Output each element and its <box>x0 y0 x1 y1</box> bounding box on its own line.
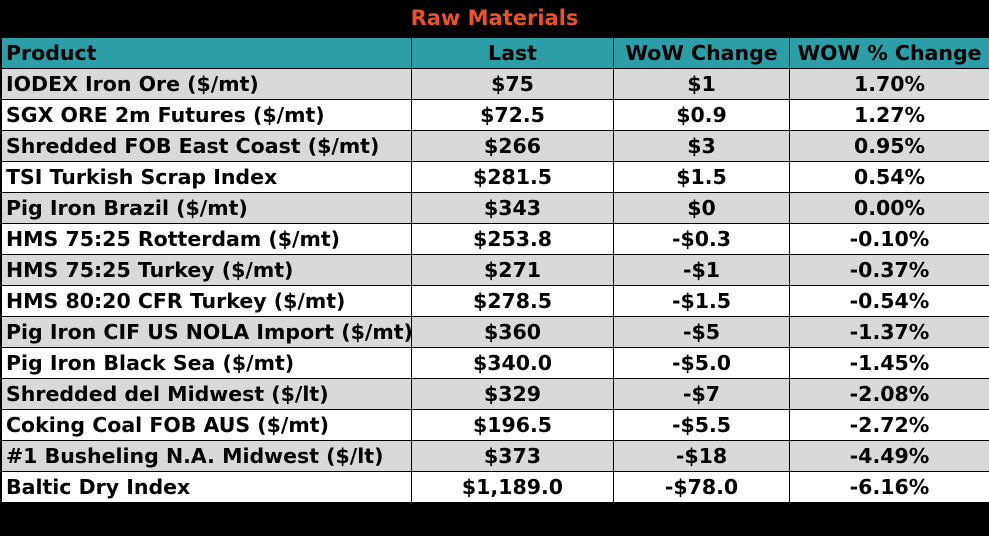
cell-product: Baltic Dry Index <box>1 471 412 503</box>
cell-wow-pct-change: 0.54% <box>789 161 989 193</box>
table-row: Pig Iron Black Sea ($/mt) $340.0 -$5.0 -1.4… <box>1 347 989 379</box>
table-row: TSI Turkish Scrap Index $281.5 $1.5 0.54% <box>1 161 989 193</box>
table-row: Coking Coal FOB AUS ($/mt) $196.5 -$5.5 -2.… <box>1 409 989 441</box>
cell-product: IODEX Iron Ore ($/mt) <box>1 68 412 100</box>
cell-wow-change: -$0.3 <box>613 223 790 255</box>
cell-product: Pig Iron Brazil ($/mt) <box>1 192 412 224</box>
table-row: HMS 75:25 Turkey ($/mt) $271 -$1 -0.37% <box>1 254 989 286</box>
cell-product: HMS 80:20 CFR Turkey ($/mt) <box>1 285 412 317</box>
cell-wow-pct-change: 1.27% <box>789 99 989 131</box>
cell-last: $360 <box>411 316 614 348</box>
table-row: #1 Busheling N.A. Midwest ($/lt) $373 -$18… <box>1 440 989 472</box>
table-row: Shredded del Midwest ($/lt) $329 -$7 -2.08% <box>1 378 989 410</box>
cell-wow-change: -$5 <box>613 316 790 348</box>
table-row: Pig Iron Brazil ($/mt) $343 $0 0.00% <box>1 192 989 224</box>
cell-wow-pct-change: -2.72% <box>789 409 989 441</box>
table-row: Pig Iron CIF US NOLA Import ($/mt) $360 -$… <box>1 316 989 348</box>
cell-wow-change: $1 <box>613 68 790 100</box>
cell-product: #1 Busheling N.A. Midwest ($/lt) <box>1 440 412 472</box>
cell-wow-pct-change: -0.37% <box>789 254 989 286</box>
cell-wow-change: -$18 <box>613 440 790 472</box>
header-row: Product Last WoW Change WOW % Change <box>1 37 989 69</box>
cell-wow-change: $3 <box>613 130 790 162</box>
cell-wow-pct-change: -2.08% <box>789 378 989 410</box>
cell-last: $340.0 <box>411 347 614 379</box>
cell-wow-change: -$5.5 <box>613 409 790 441</box>
table-row: Shredded FOB East Coast ($/mt) $266 $3 0.95… <box>1 130 989 162</box>
cell-wow-pct-change: -0.10% <box>789 223 989 255</box>
cell-product: Pig Iron CIF US NOLA Import ($/mt) <box>1 316 412 348</box>
cell-wow-change: -$1 <box>613 254 790 286</box>
cell-wow-pct-change: -4.49% <box>789 440 989 472</box>
cell-wow-pct-change: -6.16% <box>789 471 989 503</box>
cell-last: $72.5 <box>411 99 614 131</box>
cell-wow-change: $0.9 <box>613 99 790 131</box>
cell-product: Shredded del Midwest ($/lt) <box>1 378 412 410</box>
cell-wow-change: -$7 <box>613 378 790 410</box>
cell-last: $271 <box>411 254 614 286</box>
cell-last: $281.5 <box>411 161 614 193</box>
cell-wow-change: -$5.0 <box>613 347 790 379</box>
table-row: Baltic Dry Index $1,189.0 -$78.0 -6.16% <box>1 471 989 503</box>
cell-wow-pct-change: -1.37% <box>789 316 989 348</box>
cell-wow-change: $1.5 <box>613 161 790 193</box>
table-row: HMS 75:25 Rotterdam ($/mt) $253.8 -$0.3 -0.… <box>1 223 989 255</box>
column-header-wow-pct-change: WOW % Change <box>789 37 989 69</box>
cell-last: $1,189.0 <box>411 471 614 503</box>
cell-product: SGX ORE 2m Futures ($/mt) <box>1 99 412 131</box>
cell-wow-pct-change: 0.95% <box>789 130 989 162</box>
column-header-last: Last <box>411 37 614 69</box>
cell-product: Pig Iron Black Sea ($/mt) <box>1 347 412 379</box>
cell-wow-pct-change: -0.54% <box>789 285 989 317</box>
cell-product: Coking Coal FOB AUS ($/mt) <box>1 409 412 441</box>
cell-wow-pct-change: 1.70% <box>789 68 989 100</box>
cell-wow-pct-change: -1.45% <box>789 347 989 379</box>
cell-last: $343 <box>411 192 614 224</box>
cell-last: $75 <box>411 68 614 100</box>
table-row: SGX ORE 2m Futures ($/mt) $72.5 $0.9 1.27% <box>1 99 989 131</box>
cell-last: $196.5 <box>411 409 614 441</box>
table-row: IODEX Iron Ore ($/mt) $75 $1 1.70% <box>1 68 989 100</box>
cell-wow-change: -$1.5 <box>613 285 790 317</box>
cell-last: $329 <box>411 378 614 410</box>
table-row: HMS 80:20 CFR Turkey ($/mt) $278.5 -$1.5 -0… <box>1 285 989 317</box>
raw-materials-table: Product Last WoW Change WOW % Change IOD… <box>1 37 989 503</box>
cell-product: TSI Turkish Scrap Index <box>1 161 412 193</box>
table-title: Raw Materials <box>0 0 989 37</box>
column-header-wow-change: WoW Change <box>613 37 790 69</box>
cell-product: Shredded FOB East Coast ($/mt) <box>1 130 412 162</box>
cell-last: $278.5 <box>411 285 614 317</box>
cell-last: $253.8 <box>411 223 614 255</box>
column-header-product: Product <box>1 37 412 69</box>
cell-last: $266 <box>411 130 614 162</box>
cell-wow-pct-change: 0.00% <box>789 192 989 224</box>
cell-product: HMS 75:25 Turkey ($/mt) <box>1 254 412 286</box>
cell-wow-change: -$78.0 <box>613 471 790 503</box>
cell-wow-change: $0 <box>613 192 790 224</box>
cell-product: HMS 75:25 Rotterdam ($/mt) <box>1 223 412 255</box>
cell-last: $373 <box>411 440 614 472</box>
